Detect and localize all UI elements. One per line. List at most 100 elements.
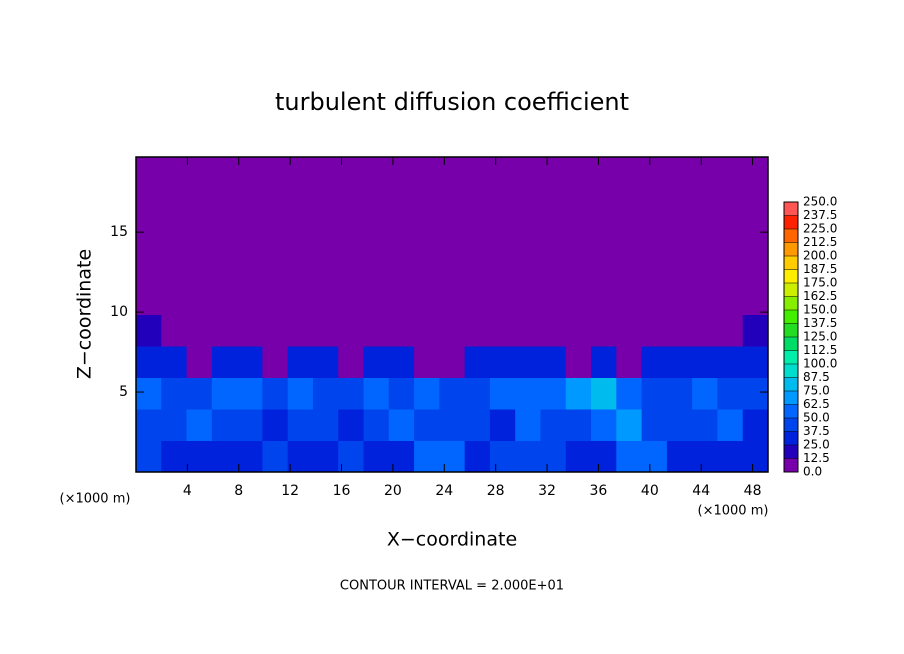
field-cell bbox=[439, 440, 466, 473]
field-cell bbox=[161, 440, 188, 473]
field-cell bbox=[414, 220, 440, 252]
field-cell bbox=[287, 440, 314, 473]
field-cell bbox=[287, 157, 314, 189]
field-cell bbox=[565, 157, 592, 189]
colorbar-label: 25.0 bbox=[803, 438, 830, 452]
field-cell bbox=[666, 377, 693, 410]
field-cell bbox=[540, 440, 567, 473]
x-tick-label: 16 bbox=[333, 483, 351, 499]
y-tick-label: 10 bbox=[110, 304, 128, 320]
field-cell bbox=[591, 251, 617, 284]
field-cell bbox=[489, 283, 516, 315]
y-tick-label: 15 bbox=[110, 224, 128, 240]
field-cell bbox=[136, 251, 162, 284]
field-cell bbox=[489, 157, 516, 189]
field-cell bbox=[414, 377, 440, 410]
x-unit-label: (×1000 m) bbox=[698, 504, 769, 519]
field-cell bbox=[692, 440, 718, 473]
field-cell bbox=[363, 440, 390, 473]
field-cell bbox=[565, 346, 592, 378]
field-cell bbox=[439, 220, 466, 252]
field-cell bbox=[515, 314, 541, 347]
field-cell bbox=[262, 440, 289, 473]
field-cell bbox=[186, 188, 213, 221]
field-cell bbox=[591, 409, 617, 441]
colorbar-label: 237.5 bbox=[803, 208, 837, 222]
field-cell bbox=[287, 409, 314, 441]
colorbar-swatch bbox=[784, 323, 798, 337]
x-tick-label: 28 bbox=[487, 483, 505, 499]
field-cell bbox=[742, 377, 769, 410]
field-cell bbox=[388, 314, 415, 347]
field-cell bbox=[237, 283, 263, 315]
field-cell bbox=[565, 440, 592, 473]
colorbar-label: 112.5 bbox=[803, 343, 837, 357]
colorbar-swatch bbox=[784, 431, 798, 445]
field-cell bbox=[489, 188, 516, 221]
field-cell bbox=[742, 440, 769, 473]
field-cell bbox=[742, 346, 769, 378]
field-cell bbox=[540, 314, 567, 347]
field-cell bbox=[464, 440, 491, 473]
colorbar-label: 62.5 bbox=[803, 397, 830, 411]
colorbar-label: 150.0 bbox=[803, 303, 837, 317]
field-cell bbox=[262, 314, 289, 347]
field-cell bbox=[692, 283, 718, 315]
field-cell bbox=[464, 251, 491, 284]
field-cell bbox=[464, 346, 491, 378]
field-cell bbox=[641, 314, 668, 347]
field-cell bbox=[692, 409, 718, 441]
field-cell bbox=[616, 440, 643, 473]
field-cell bbox=[565, 283, 592, 315]
colorbar-swatch bbox=[784, 296, 798, 310]
field-cell bbox=[540, 157, 567, 189]
field-cell bbox=[565, 188, 592, 221]
field-cell bbox=[692, 251, 718, 284]
field-cell bbox=[136, 188, 162, 221]
field-cell bbox=[717, 283, 744, 315]
field-cell bbox=[641, 283, 668, 315]
field-cell bbox=[186, 220, 213, 252]
field-cell bbox=[641, 188, 668, 221]
colorbar-label: 175.0 bbox=[803, 276, 837, 290]
field-cell bbox=[565, 314, 592, 347]
field-cell bbox=[414, 283, 440, 315]
colorbar-label: 0.0 bbox=[803, 465, 822, 479]
x-unit-label: (×1000 m) bbox=[60, 492, 131, 507]
field-cell bbox=[515, 251, 541, 284]
field-cell bbox=[388, 251, 415, 284]
field-cell bbox=[136, 283, 162, 315]
field-cell bbox=[439, 157, 466, 189]
field-cell bbox=[136, 157, 162, 189]
field-cell bbox=[540, 220, 567, 252]
field-cell bbox=[565, 251, 592, 284]
colorbar-swatch bbox=[784, 242, 798, 256]
field-cell bbox=[136, 440, 162, 473]
field-cell bbox=[211, 283, 238, 315]
field-cell bbox=[616, 251, 643, 284]
field-cell bbox=[186, 157, 213, 189]
colorbar-swatch bbox=[784, 229, 798, 243]
field-cell bbox=[439, 409, 466, 441]
field-cell bbox=[591, 377, 617, 410]
field-cell bbox=[414, 440, 440, 473]
field-cell bbox=[717, 251, 744, 284]
field-cell bbox=[161, 188, 188, 221]
field-cell bbox=[439, 377, 466, 410]
colorbar-label: 12.5 bbox=[803, 451, 830, 465]
colorbar-label: 212.5 bbox=[803, 235, 837, 249]
field-cell bbox=[237, 157, 263, 189]
field-cell bbox=[666, 251, 693, 284]
field-cell bbox=[515, 346, 541, 378]
field-cell bbox=[439, 251, 466, 284]
field-cell bbox=[161, 251, 188, 284]
colorbar-label: 75.0 bbox=[803, 384, 830, 398]
field-cell bbox=[388, 346, 415, 378]
x-tick-label: 8 bbox=[234, 483, 243, 499]
colorbar-label: 137.5 bbox=[803, 316, 837, 330]
field-cell bbox=[515, 283, 541, 315]
field-cell bbox=[641, 440, 668, 473]
footer: CONTOUR INTERVAL = 2.000E+01 bbox=[340, 579, 564, 594]
field-cell bbox=[641, 409, 668, 441]
colorbar-swatch bbox=[784, 364, 798, 378]
